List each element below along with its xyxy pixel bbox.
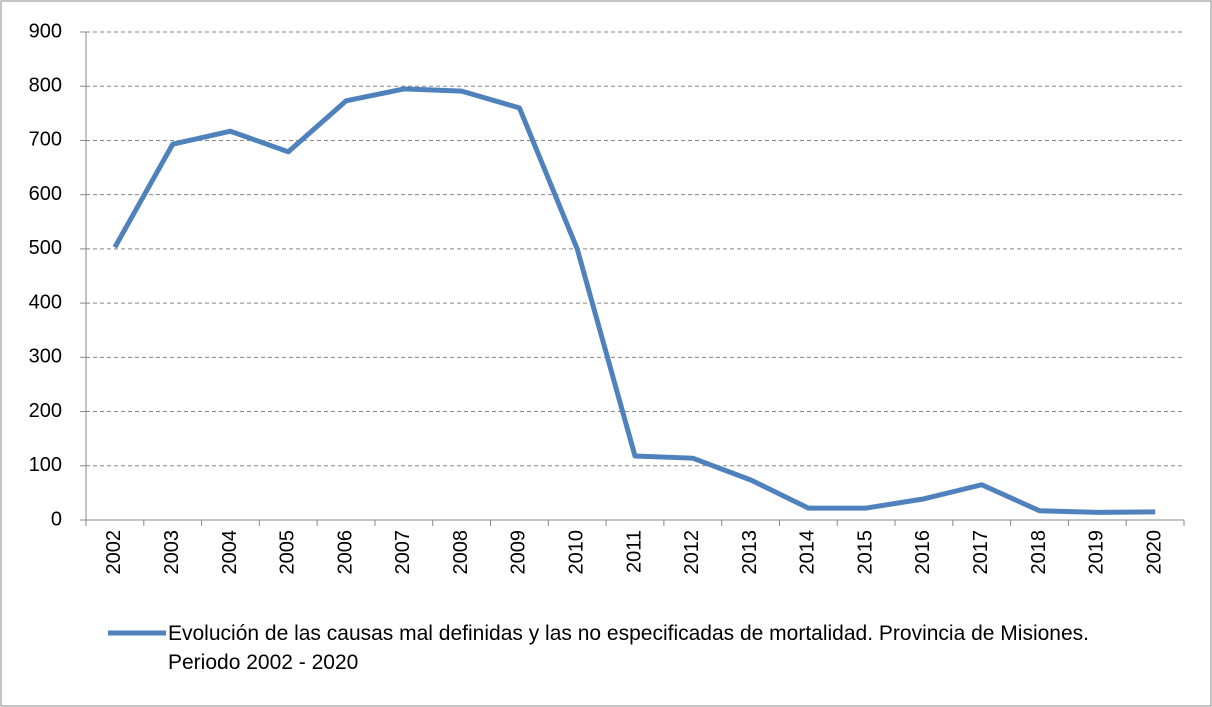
y-tick-label: 500 xyxy=(29,237,62,259)
x-tick-label: 2009 xyxy=(508,530,530,575)
y-tick-label: 600 xyxy=(29,183,62,205)
y-tick-label: 300 xyxy=(29,346,62,368)
x-tick-label: 2016 xyxy=(912,530,934,575)
y-tick-label: 400 xyxy=(29,291,62,313)
x-tick-label: 2015 xyxy=(854,530,876,575)
x-tick-label: 2010 xyxy=(565,530,587,575)
x-tick-label: 2017 xyxy=(970,530,992,575)
x-tick-label: 2011 xyxy=(623,530,645,573)
y-tick-label: 900 xyxy=(29,20,62,42)
x-tick-label: 2014 xyxy=(797,530,819,575)
x-tick-label: 2007 xyxy=(392,530,414,575)
x-tick-label: 2012 xyxy=(681,530,703,575)
x-tick-label: 2002 xyxy=(103,530,125,575)
x-tick-label: 2020 xyxy=(1143,530,1165,575)
x-tick-label: 2019 xyxy=(1086,530,1108,575)
y-tick-label: 100 xyxy=(29,454,62,476)
y-tick-label: 700 xyxy=(29,129,62,151)
x-tick-label: 2008 xyxy=(450,530,472,575)
y-tick-label: 800 xyxy=(29,75,62,97)
x-tick-label: 2013 xyxy=(739,530,761,575)
x-tick-label: 2006 xyxy=(334,530,356,575)
data-line xyxy=(112,86,1156,515)
x-tick-label: 2003 xyxy=(161,530,183,575)
y-tick-label: 0 xyxy=(51,508,62,530)
legend-label: Evolución de las causas mal definidas y … xyxy=(168,622,1089,674)
y-tick-label: 200 xyxy=(29,400,62,422)
x-tick-label: 2018 xyxy=(1028,530,1050,575)
x-tick-label: 2005 xyxy=(277,530,299,575)
x-tick-label: 2004 xyxy=(219,530,241,575)
